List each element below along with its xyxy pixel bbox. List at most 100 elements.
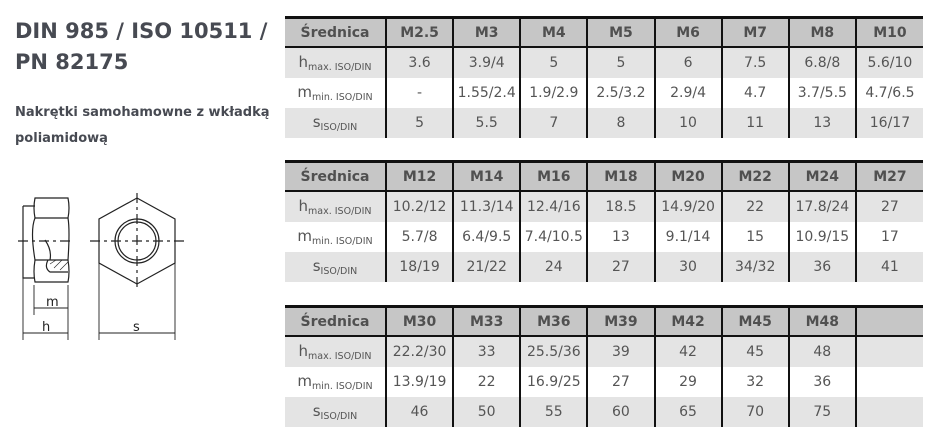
cell-s: 18/19	[384, 252, 454, 282]
cell-h: 22	[720, 191, 789, 222]
cell-m: 32	[720, 367, 789, 397]
size-header	[854, 306, 923, 337]
cell-h: 3.9/4	[452, 47, 521, 78]
row-m: mmin. ISO/DIN 5.7/8 6.4/9.5 7.4/10.5 13 9.1/1…	[285, 222, 923, 252]
cell-m: 13	[586, 222, 655, 252]
cell-m: 15	[720, 222, 789, 252]
cell-s: 55	[519, 397, 588, 427]
cell-m: 1.9/2.9	[519, 78, 588, 108]
row-m: mmin. ISO/DIN 13.9/19 22 16.9/25 27 29 32 36	[285, 367, 923, 397]
cell-h: 48	[787, 336, 856, 367]
row-label-main: h	[298, 53, 309, 71]
cell-h: 33	[452, 336, 521, 367]
dimension-lines	[22, 263, 176, 340]
row-label-sub: max. ISO/DIN	[308, 62, 372, 73]
row-s: sISO/DIN 5 5.5 7 8 10 11 13 16/17	[285, 108, 923, 138]
cell-h: 3.6	[384, 47, 454, 78]
size-header: M48	[787, 306, 856, 337]
cell-h: 17.8/24	[787, 191, 856, 222]
size-header: M8	[787, 17, 856, 48]
row-label-sub: min. ISO/DIN	[311, 92, 373, 103]
dimensions-table-2: Średnica M12 M14 M16 M18 M20 M22 M24 M27 hmax. IS…	[285, 160, 923, 282]
cell-m: 13.9/19	[384, 367, 454, 397]
header-row: Średnica M30 M33 M36 M39 M42 M45 M48	[285, 306, 923, 337]
cell-s: 21/22	[452, 252, 521, 282]
cell-s: 65	[653, 397, 722, 427]
cell-m: 1.55/2.4	[452, 78, 521, 108]
cell-h: 22.2/30	[384, 336, 454, 367]
cell-h: 5	[519, 47, 588, 78]
cell-m: 7.4/10.5	[519, 222, 588, 252]
row-h: hmax. ISO/DIN 22.2/30 33 25.5/36 39 42 45 48	[285, 336, 923, 367]
cell-s: 75	[787, 397, 856, 427]
cell-s: 41	[854, 252, 923, 282]
cell-m: 36	[787, 367, 856, 397]
row-label-h: hmax. ISO/DIN	[285, 336, 386, 367]
cell-s: 7	[519, 108, 588, 138]
nut-side-view	[18, 197, 74, 283]
nut-technical-drawing: m h s	[18, 193, 184, 340]
row-label-m: mmin. ISO/DIN	[285, 222, 386, 252]
cell-s	[854, 397, 923, 427]
row-label-s: sISO/DIN	[285, 252, 386, 282]
cell-m: 5.7/8	[384, 222, 454, 252]
cell-h: 45	[720, 336, 789, 367]
cell-h: 10.2/12	[384, 191, 454, 222]
cell-s: 5.5	[452, 108, 521, 138]
cell-h: 18.5	[586, 191, 655, 222]
cell-m: 29	[653, 367, 722, 397]
size-header: M12	[384, 161, 454, 192]
cell-s: 11	[720, 108, 789, 138]
size-header: M39	[586, 306, 655, 337]
row-label-sub: min. ISO/DIN	[311, 381, 373, 392]
row-m: mmin. ISO/DIN -1.55/2.4 1.9/2.9 2.5/3.2 2.9/…	[285, 78, 923, 108]
row-label-main: m	[297, 227, 312, 245]
size-header: M33	[452, 306, 521, 337]
cell-h: 11.3/14	[452, 191, 521, 222]
row-label-main: m	[297, 372, 312, 390]
dimensions-table-3: Średnica M30 M33 M36 M39 M42 M45 M48 hmax. ISO/D…	[285, 305, 923, 427]
row-h: hmax. ISO/DIN 3.6 3.9/4 5 5 6 7.5 6.8/8 5.6/10	[285, 47, 923, 78]
cell-h: 6	[653, 47, 722, 78]
cell-m: 2.5/3.2	[586, 78, 655, 108]
page-title: DIN 985 / ISO 10511 / PN 82175	[15, 19, 268, 74]
size-header: M45	[720, 306, 789, 337]
cell-m: 9.1/14	[653, 222, 722, 252]
cell-m: 17	[854, 222, 923, 252]
row-label-sub: max. ISO/DIN	[308, 206, 372, 217]
cell-h: 27	[854, 191, 923, 222]
cell-m: 27	[586, 367, 655, 397]
row-label-m: mmin. ISO/DIN	[285, 78, 386, 108]
cell-s: 46	[384, 397, 454, 427]
row-label-sub: max. ISO/DIN	[308, 351, 372, 362]
header-row: Średnica M2.5 M3 M4 M5 M6 M7 M8 M10	[285, 17, 923, 48]
size-header: M5	[586, 17, 655, 48]
size-header: M22	[720, 161, 789, 192]
cell-s: 24	[519, 252, 588, 282]
cell-h: 12.4/16	[519, 191, 588, 222]
dim-label-s: s	[133, 320, 140, 335]
size-header: M2.5	[384, 17, 454, 48]
size-header: M7	[720, 17, 789, 48]
size-header: M4	[519, 17, 588, 48]
cell-m: 4.7	[720, 78, 789, 108]
row-label-h: hmax. ISO/DIN	[285, 47, 386, 78]
cell-m: 22	[452, 367, 521, 397]
cell-s: 70	[720, 397, 789, 427]
row-label-main: h	[298, 197, 309, 215]
cell-m: 4.7/6.5	[854, 78, 923, 108]
page-subtitle: Nakrętki samohamowne z wkładką poliamido…	[15, 105, 270, 146]
size-header: M10	[854, 17, 923, 48]
cell-s: 30	[653, 252, 722, 282]
cell-s: 60	[586, 397, 655, 427]
size-header: M42	[653, 306, 722, 337]
size-header: M36	[519, 306, 588, 337]
size-header: M3	[452, 17, 521, 48]
cell-h: 39	[586, 336, 655, 367]
row-label-main: m	[297, 83, 312, 101]
row-label-m: mmin. ISO/DIN	[285, 367, 386, 397]
cell-m: 2.9/4	[653, 78, 722, 108]
cell-s: 36	[787, 252, 856, 282]
cell-h: 5.6/10	[854, 47, 923, 78]
row-label-sub: ISO/DIN	[320, 122, 358, 133]
